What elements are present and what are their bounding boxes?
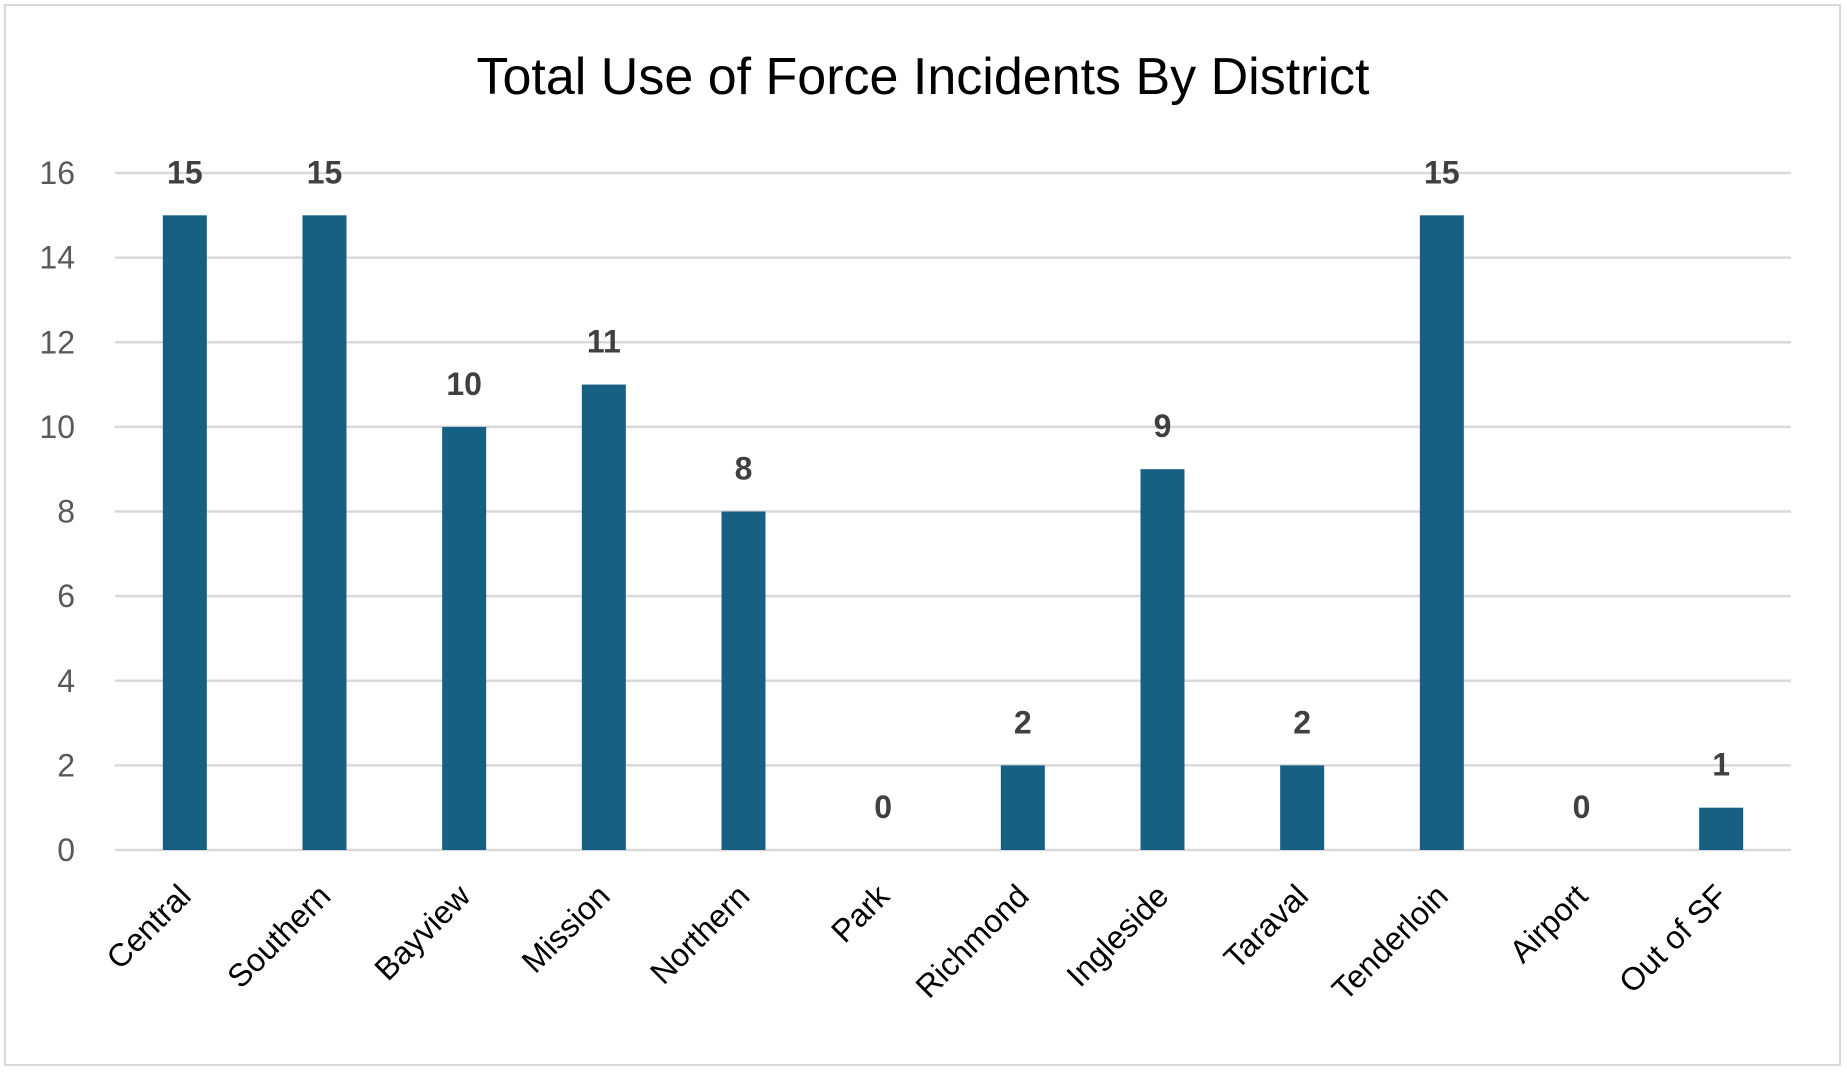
data-label: 15 [307,154,343,190]
bar-richmond [1000,765,1045,850]
chart-frame [4,4,1841,1066]
x-tick-label: Airport [1502,877,1594,969]
data-label: 15 [167,154,203,190]
x-tick-label: Richmond [908,877,1035,1004]
x-tick-label: Southern [220,877,337,994]
x-axis-labels: Central Southern Bayview Mission Northern Par… [99,877,1734,1008]
bar-ingleside [1140,469,1185,850]
y-tick-label: 4 [57,663,75,699]
bar-bayview [442,426,487,850]
x-tick-label: Northern [643,877,756,990]
x-tick-label: Tenderloin [1325,877,1455,1007]
data-label: 2 [1014,704,1032,740]
y-tick-label: 10 [39,409,75,445]
bar-taraval [1280,765,1325,850]
data-labels: 15 15 10 11 8 0 2 9 2 15 0 1 [167,154,1730,825]
bar-mission [581,384,626,850]
bars [162,215,1744,850]
bar-central [162,215,207,850]
y-tick-label: 14 [39,240,75,276]
data-label: 8 [735,451,753,487]
bar-out-of-sf [1699,807,1744,850]
y-tick-label: 12 [39,324,75,360]
y-tick-label: 0 [57,832,75,868]
data-label: 9 [1154,408,1172,444]
bar-tenderloin [1419,215,1464,850]
gridlines [115,171,1791,852]
x-tick-label: Park [824,877,897,950]
bar-southern [302,215,347,850]
data-label: 10 [446,366,482,402]
data-label: 15 [1424,154,1460,190]
x-tick-label: Taraval [1217,877,1315,975]
y-tick-label: 16 [39,155,75,191]
y-axis-ticks: 0 2 4 6 8 10 12 14 16 [39,155,75,868]
bar-northern [721,511,766,850]
data-label: 0 [874,789,892,825]
y-tick-label: 2 [57,747,75,783]
y-tick-label: 6 [57,578,75,614]
data-label: 0 [1573,789,1591,825]
data-label: 2 [1293,704,1311,740]
x-tick-label: Out of SF [1612,877,1734,999]
x-tick-label: Central [99,877,197,975]
x-tick-label: Mission [515,877,617,979]
data-label: 11 [587,324,621,360]
chart-title: Total Use of Force Incidents By District [477,48,1371,106]
y-tick-label: 8 [57,494,75,530]
data-label: 1 [1712,747,1730,783]
x-tick-label: Bayview [367,877,477,987]
x-tick-label: Ingleside [1059,877,1175,993]
